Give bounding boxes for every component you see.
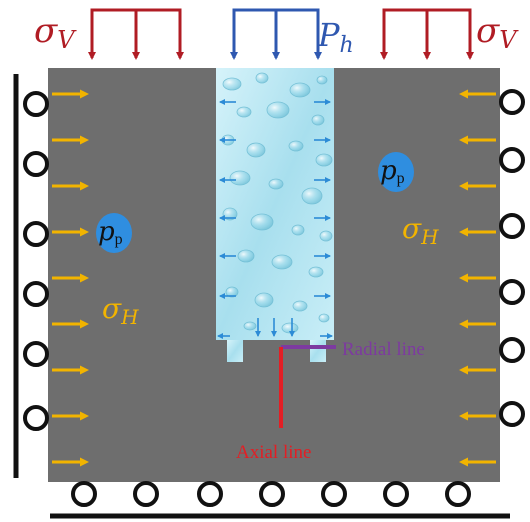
water-droplet <box>316 75 328 85</box>
bottom-rollers <box>71 481 471 507</box>
water-droplet <box>225 286 239 298</box>
roller-support <box>499 279 525 305</box>
water-droplet <box>301 187 323 205</box>
water-droplet <box>319 230 333 242</box>
sigma-h-label-right: σH <box>402 212 439 249</box>
water-droplet <box>255 72 269 84</box>
water-droplet <box>318 313 330 323</box>
roller-support <box>445 481 471 507</box>
water-droplet <box>292 300 308 312</box>
sigma-h-label-left: σH <box>102 292 139 329</box>
sigma-v-label-right: σV <box>476 11 519 54</box>
water-droplet <box>288 140 304 152</box>
roller-support <box>499 401 525 427</box>
roller-support <box>23 341 49 367</box>
sigma-v-load-left <box>88 8 184 60</box>
pore-pressure-right: pp <box>378 152 414 192</box>
water-droplet <box>222 207 238 221</box>
ph-load <box>230 8 322 60</box>
sigma-h-arrows-right <box>459 89 496 467</box>
water-droplet <box>254 292 274 308</box>
roller-support <box>197 481 223 507</box>
right-rollers <box>499 89 525 427</box>
sigma-v-label-left: σV <box>34 11 77 54</box>
water-droplet <box>266 101 290 119</box>
ph-label: Ph <box>317 16 354 58</box>
water-droplet <box>289 82 311 98</box>
roller-support <box>23 221 49 247</box>
roller-support <box>499 213 525 239</box>
perforation-right <box>310 340 326 362</box>
water-droplet <box>268 178 284 190</box>
water-droplet <box>236 106 252 118</box>
wellbore <box>216 68 334 362</box>
svg-text:pp: pp <box>98 217 123 248</box>
pore-pressure-left: pp <box>96 213 132 253</box>
roller-support <box>23 151 49 177</box>
water-droplets <box>221 72 333 334</box>
roller-support <box>133 481 159 507</box>
axial-line-label: Axial line <box>236 442 311 463</box>
sigma-v-load-right <box>380 8 474 60</box>
pore-pressure-arrows <box>217 99 333 339</box>
roller-support <box>71 481 97 507</box>
sigma-h-arrows-left <box>52 89 89 467</box>
water-droplet <box>250 213 274 231</box>
left-rollers <box>23 91 49 431</box>
roller-support <box>23 281 49 307</box>
water-droplet <box>271 254 293 270</box>
water-droplet <box>243 321 257 331</box>
roller-support <box>321 481 347 507</box>
roller-support <box>499 337 525 363</box>
roller-support <box>383 481 409 507</box>
perforation-left <box>227 340 243 362</box>
roller-support <box>23 405 49 431</box>
roller-support <box>499 147 525 173</box>
roller-support <box>499 89 525 115</box>
roller-support <box>259 481 285 507</box>
water-droplet <box>311 114 325 126</box>
roller-support <box>23 91 49 117</box>
water-droplet <box>222 77 242 91</box>
water-droplet <box>229 170 251 186</box>
water-droplet <box>237 249 255 263</box>
radial-line-label: Radial line <box>342 339 425 360</box>
water-droplet <box>281 322 299 334</box>
water-droplet <box>246 142 266 158</box>
water-droplet <box>291 224 305 236</box>
water-droplet <box>315 153 333 167</box>
svg-text:pp: pp <box>380 156 405 187</box>
water-droplet <box>308 266 324 278</box>
